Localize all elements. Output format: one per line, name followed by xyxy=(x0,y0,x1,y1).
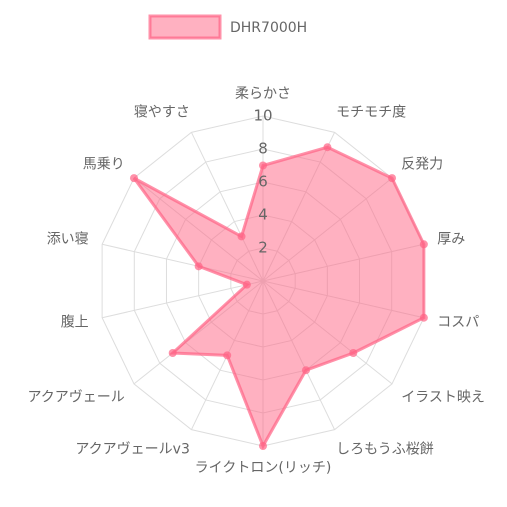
tick-label: 10 xyxy=(253,107,272,125)
category-label: モチモチ度 xyxy=(336,105,406,121)
category-label: 反発力 xyxy=(401,156,443,172)
category-label: コスパ xyxy=(437,315,479,331)
category-label: 添い寝 xyxy=(47,230,89,247)
category-label: 寝やすさ xyxy=(134,104,190,121)
tick-label: 8 xyxy=(258,140,268,158)
data-point xyxy=(301,366,310,375)
data-point xyxy=(419,313,428,322)
data-point xyxy=(349,349,358,358)
tick-label: 4 xyxy=(258,206,268,224)
data-point xyxy=(388,174,397,183)
data-point xyxy=(223,351,232,360)
data-point xyxy=(259,442,267,450)
category-label: 腹上 xyxy=(61,314,89,331)
category-label: イラスト映え xyxy=(401,390,485,406)
data-point xyxy=(194,262,203,271)
data-point xyxy=(242,280,251,289)
category-label: 厚み xyxy=(437,231,465,247)
data-point xyxy=(168,349,177,358)
category-label: アクアヴェールv3 xyxy=(75,440,190,457)
legend-label: DHR7000H xyxy=(230,20,307,36)
category-label: 柔らかさ xyxy=(235,86,291,102)
tick-label: 6 xyxy=(258,173,268,191)
spoke xyxy=(102,280,264,319)
data-point xyxy=(323,143,332,152)
legend-swatch xyxy=(148,14,222,40)
category-label: アクアヴェール xyxy=(27,389,124,406)
category-label: しろもうふ桜餅 xyxy=(336,440,434,457)
category-label: ライクトロン(リッチ) xyxy=(195,460,332,476)
data-point xyxy=(419,240,428,249)
category-label: 馬乗り xyxy=(83,156,125,172)
data-point xyxy=(259,161,267,170)
series-area xyxy=(132,145,426,450)
tick-label: 2 xyxy=(258,239,268,257)
data-point xyxy=(237,232,246,241)
data-point xyxy=(129,174,138,183)
